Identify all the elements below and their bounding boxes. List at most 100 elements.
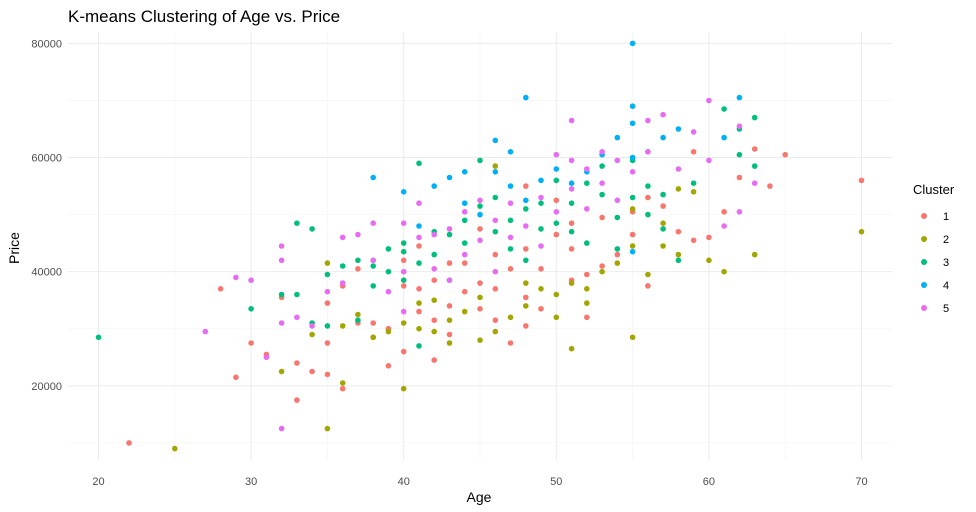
data-point-cluster-1: [446, 331, 453, 338]
data-point-cluster-2: [690, 189, 697, 195]
legend-key-cluster-1: [921, 213, 927, 219]
data-point-cluster-1: [629, 231, 636, 238]
data-point-cluster-5: [538, 243, 544, 249]
data-point-cluster-5: [614, 157, 621, 164]
data-point-cluster-1: [690, 237, 697, 244]
data-point-cluster-3: [492, 228, 499, 235]
data-point-cluster-5: [568, 117, 575, 124]
data-point-cluster-2: [172, 445, 178, 452]
data-point-cluster-3: [400, 277, 407, 284]
data-point-cluster-1: [400, 348, 407, 355]
data-point-cluster-2: [461, 308, 468, 315]
data-point-cluster-3: [339, 263, 346, 269]
data-point-cluster-5: [507, 234, 514, 241]
data-point-cluster-5: [400, 268, 407, 275]
data-point-cluster-5: [645, 117, 651, 124]
data-point-cluster-4: [568, 180, 575, 186]
data-point-cluster-4: [507, 183, 514, 189]
data-point-cluster-4: [629, 40, 636, 47]
data-point-cluster-3: [690, 180, 697, 186]
data-point-cluster-5: [400, 220, 407, 226]
data-point-cluster-3: [614, 246, 621, 252]
data-point-cluster-1: [339, 385, 346, 392]
data-point-cluster-1: [523, 294, 529, 301]
data-point-cluster-5: [400, 308, 407, 315]
data-point-cluster-2: [385, 328, 392, 335]
data-point-cluster-5: [706, 157, 712, 164]
data-point-cluster-5: [278, 320, 285, 326]
data-point-cluster-5: [233, 274, 239, 281]
data-point-cluster-4: [523, 94, 529, 101]
data-points: [95, 40, 865, 452]
data-point-cluster-1: [721, 209, 727, 215]
data-point-cluster-2: [339, 380, 346, 386]
data-point-cluster-2: [431, 328, 438, 335]
data-point-cluster-2: [553, 314, 560, 321]
data-point-cluster-1: [782, 151, 788, 158]
data-point-cluster-4: [629, 154, 636, 161]
data-point-cluster-2: [400, 385, 407, 392]
data-point-cluster-1: [294, 397, 300, 403]
data-point-cluster-3: [477, 157, 483, 164]
data-point-cluster-5: [599, 180, 605, 186]
data-point-cluster-3: [523, 257, 529, 264]
data-point-cluster-5: [568, 157, 575, 164]
data-point-cluster-1: [477, 226, 483, 232]
data-point-cluster-1: [431, 317, 438, 324]
data-point-cluster-1: [355, 266, 361, 272]
data-point-cluster-2: [660, 220, 666, 226]
data-point-cluster-4: [507, 149, 514, 155]
data-point-cluster-3: [507, 217, 514, 224]
data-point-cluster-5: [492, 217, 499, 224]
data-point-cluster-2: [309, 331, 315, 338]
data-point-cluster-5: [355, 231, 361, 238]
data-point-cluster-3: [645, 183, 651, 189]
legend-key-cluster-4: [921, 282, 927, 288]
data-point-cluster-2: [584, 286, 590, 292]
data-point-cluster-4: [400, 189, 407, 195]
data-point-cluster-1: [416, 286, 422, 292]
data-point-cluster-3: [416, 343, 422, 349]
data-point-cluster-1: [492, 251, 499, 258]
data-point-cluster-1: [660, 203, 666, 209]
data-point-cluster-3: [645, 211, 651, 218]
data-point-cluster-5: [278, 257, 285, 264]
data-point-cluster-3: [584, 240, 590, 246]
data-point-cluster-1: [492, 286, 499, 292]
data-point-cluster-2: [339, 323, 346, 329]
data-point-cluster-3: [278, 291, 285, 298]
data-point-cluster-2: [523, 280, 529, 286]
data-point-cluster-1: [324, 371, 331, 378]
data-point-cluster-5: [477, 237, 483, 244]
data-point-cluster-1: [553, 231, 560, 238]
data-point-cluster-3: [461, 217, 468, 224]
data-point-cluster-3: [507, 246, 514, 252]
data-point-cluster-1: [523, 323, 529, 329]
data-point-cluster-3: [660, 191, 666, 198]
data-point-cluster-5: [416, 234, 422, 241]
data-point-cluster-2: [675, 251, 682, 258]
data-point-cluster-3: [599, 163, 605, 169]
data-point-cluster-2: [675, 186, 682, 192]
data-point-cluster-3: [675, 257, 682, 264]
data-point-cluster-4: [660, 134, 666, 141]
data-point-cluster-2: [629, 243, 636, 249]
data-point-cluster-5: [370, 257, 377, 264]
data-point-cluster-3: [461, 240, 468, 246]
data-point-cluster-2: [416, 325, 422, 332]
data-point-cluster-2: [355, 311, 361, 318]
data-point-cluster-3: [568, 228, 575, 235]
data-point-cluster-2: [858, 228, 865, 235]
data-point-cluster-4: [446, 174, 453, 181]
x-tick-label: 30: [245, 476, 257, 488]
data-point-cluster-1: [538, 306, 544, 312]
data-point-cluster-5: [690, 129, 697, 135]
data-point-cluster-5: [461, 209, 468, 215]
data-point-cluster-1: [507, 340, 514, 346]
data-point-cluster-3: [324, 323, 331, 329]
data-point-cluster-2: [706, 257, 712, 264]
data-point-cluster-1: [675, 228, 682, 235]
legend-key-cluster-5: [921, 305, 927, 311]
data-point-cluster-1: [736, 174, 743, 181]
